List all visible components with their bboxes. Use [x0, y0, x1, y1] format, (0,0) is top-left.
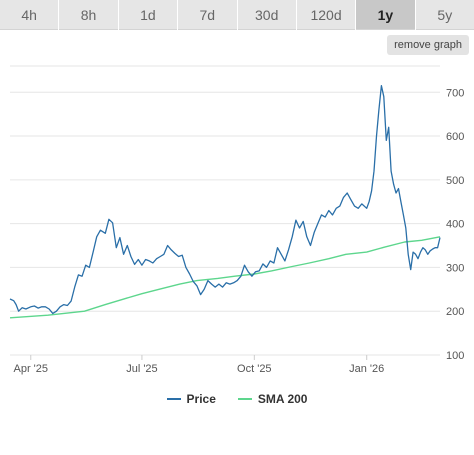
price-series-line: [9, 85, 441, 315]
legend-swatch-price: [166, 398, 181, 400]
grid-lines: [10, 65, 440, 356]
remove-graph-button[interactable]: remove graph: [387, 35, 469, 55]
y-tick-label: 600: [446, 131, 464, 143]
x-tick-label: Jan '26: [349, 363, 384, 375]
tab-4h[interactable]: 4h: [0, 0, 59, 30]
y-tick-label: 300: [446, 262, 464, 274]
x-tick-label: Oct '25: [237, 363, 272, 375]
y-tick-label: 500: [446, 175, 464, 187]
legend-swatch-sma-200: [237, 398, 252, 400]
y-tick-label: 400: [446, 219, 464, 231]
x-tick-label: Jul '25: [126, 363, 157, 375]
y-tick-label: 700: [446, 87, 464, 99]
tab-1y[interactable]: 1y: [356, 0, 415, 30]
legend-item-price[interactable]: Price: [166, 392, 216, 406]
tab-7d[interactable]: 7d: [178, 0, 237, 30]
x-axis-labels: Apr '25 Jul '25 Oct '25 Jan '26: [14, 355, 384, 375]
tab-120d[interactable]: 120d: [296, 0, 356, 30]
price-chart: 100 200 300 400 500 600 700 Apr '25 Jul '25 Oct …: [9, 65, 464, 375]
sma-200-series-line: [9, 236, 441, 319]
tab-5y[interactable]: 5y: [415, 0, 474, 30]
y-tick-label: 100: [446, 350, 464, 362]
legend-label-sma-200: SMA 200: [257, 392, 308, 406]
x-tick-label: Apr '25: [14, 363, 49, 375]
legend-label-price: Price: [186, 392, 216, 406]
y-axis-labels: 100 200 300 400 500 600 700: [446, 87, 464, 362]
legend-item-sma-200[interactable]: SMA 200: [237, 392, 308, 406]
series-lines: [9, 85, 441, 319]
tab-8h[interactable]: 8h: [59, 0, 118, 30]
y-tick-label: 200: [446, 306, 464, 318]
tab-30d[interactable]: 30d: [237, 0, 296, 30]
chart-legend: Price SMA 200: [0, 392, 474, 406]
timeframe-tabs: 4h 8h 1d 7d 30d 120d 1y 5y: [0, 0, 474, 30]
tab-1d[interactable]: 1d: [118, 0, 178, 30]
